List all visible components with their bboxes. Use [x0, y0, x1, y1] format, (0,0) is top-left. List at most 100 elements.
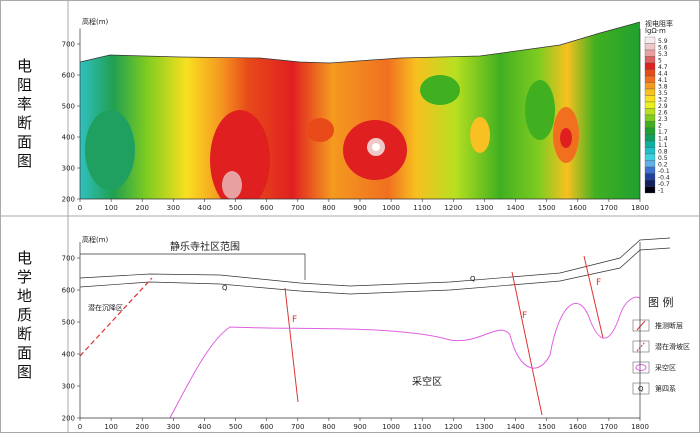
colorbar-label: 2.3 — [658, 116, 668, 123]
subsidence-line — [79, 277, 153, 357]
x-tick-label: 500 — [229, 204, 242, 212]
colorbar-swatch — [644, 160, 656, 168]
surface-line — [79, 247, 671, 295]
colorbar-swatch — [644, 43, 656, 51]
x-tick-label: 600 — [260, 423, 273, 431]
colorbar-swatch — [644, 127, 656, 135]
x-tick-label: 100 — [104, 423, 117, 431]
colorbar-label: 5.9 — [658, 38, 668, 45]
colorbar-swatch — [644, 147, 656, 155]
y-tick-label: 200 — [62, 196, 75, 204]
colorbar-label: 1.7 — [658, 129, 668, 136]
colorbar-swatch — [644, 108, 656, 116]
x-tick-label: 1600 — [569, 423, 587, 431]
x-tick-label: 400 — [198, 204, 211, 212]
colorbar-swatch — [644, 173, 656, 181]
colorbar-label: 3.5 — [658, 90, 668, 97]
y-tick-label: 300 — [62, 383, 75, 391]
x-tick-label: 1400 — [507, 204, 525, 212]
colorbar-label: 0.2 — [658, 161, 668, 168]
colorbar-title: 视电阻率 — [645, 19, 673, 28]
legend-label: 第四系 — [655, 384, 676, 393]
annotation: F — [292, 315, 297, 325]
colorbar-label: -1 — [658, 187, 664, 194]
colorbar-label: -0.4 — [658, 174, 670, 181]
resistivity-map — [80, 22, 640, 199]
colorbar-swatch — [644, 62, 656, 70]
colorbar-swatch — [644, 153, 656, 161]
colorbar-label: 4.4 — [658, 70, 668, 77]
legend-label: 推测断层 — [655, 321, 683, 330]
x-tick-label: 900 — [353, 204, 366, 212]
x-tick-label: 1600 — [569, 204, 587, 212]
annotation: 采空区 — [412, 375, 442, 388]
x-tick-label: 1300 — [476, 423, 494, 431]
x-tick-label: 1000 — [382, 423, 400, 431]
colorbar-swatch — [644, 69, 656, 77]
annotation: Q — [222, 284, 228, 292]
annotation: F — [522, 311, 527, 321]
x-tick-label: 1100 — [413, 204, 431, 212]
x-tick-label: 0 — [78, 423, 82, 431]
colorbar-label: 4.7 — [658, 64, 668, 71]
legend: Q — [632, 319, 650, 395]
x-tick-label: 1800 — [631, 204, 649, 212]
colorbar-label: 1.4 — [658, 135, 668, 142]
x-tick-label: 1400 — [507, 423, 525, 431]
colorbar-swatch — [644, 56, 656, 64]
annotation: Q — [470, 275, 476, 283]
colorbar-swatch — [644, 49, 656, 57]
colorbar-swatch — [644, 75, 656, 83]
colorbar-label: 3.2 — [658, 96, 668, 103]
colorbar-swatch — [644, 186, 656, 194]
colorbar-swatch — [644, 82, 656, 90]
y-tick-label: 600 — [62, 287, 75, 295]
axis-title: 高程(m) — [82, 17, 109, 26]
colorbar-label: 2.9 — [658, 103, 668, 110]
annotation: 静乐寺社区范围 — [170, 240, 240, 253]
annotation: F — [596, 278, 601, 288]
x-tick-label: 1300 — [476, 204, 494, 212]
x-tick-label: 1500 — [538, 423, 556, 431]
colorbar-label: -0.1 — [658, 168, 670, 175]
colorbar-label: 1.1 — [658, 142, 668, 149]
x-tick-label: 300 — [167, 204, 180, 212]
colorbar-swatch — [644, 36, 656, 44]
colorbar-label: 5.6 — [658, 44, 668, 51]
x-tick-label: 300 — [167, 423, 180, 431]
colorbar-label: 2 — [658, 122, 662, 129]
x-tick-label: 200 — [136, 423, 149, 431]
x-tick-label: 1000 — [382, 204, 400, 212]
legend-label: 采空区 — [655, 363, 676, 372]
axis-title: 高程(m) — [82, 235, 109, 244]
colorbar-swatch — [644, 134, 656, 142]
y-tick-label: 500 — [62, 103, 75, 111]
legend-label: 潜在滑坡区 — [655, 342, 690, 351]
x-tick-label: 800 — [322, 423, 335, 431]
colorbar-swatch — [644, 140, 656, 148]
x-tick-label: 1200 — [444, 204, 462, 212]
x-tick-label: 400 — [198, 423, 211, 431]
y-tick-label: 300 — [62, 165, 75, 173]
x-tick-label: 700 — [291, 423, 304, 431]
y-tick-label: 400 — [62, 134, 75, 142]
y-tick-label: 700 — [62, 41, 75, 49]
surface-line — [79, 237, 671, 287]
x-tick-label: 1100 — [413, 423, 431, 431]
colorbar-label: 5.3 — [658, 51, 668, 58]
x-tick-label: 900 — [353, 423, 366, 431]
colorbar-swatch — [644, 101, 656, 109]
x-tick-label: 1700 — [600, 423, 618, 431]
x-tick-label: 0 — [78, 204, 82, 212]
y-tick-label: 500 — [62, 319, 75, 327]
legend-title: 图 例 — [648, 295, 674, 309]
x-tick-label: 1500 — [538, 204, 556, 212]
colorbar-label: 4.1 — [658, 77, 668, 84]
colorbar-swatch — [644, 121, 656, 129]
annotation: 潜在沉降区 — [88, 303, 123, 312]
x-tick-label: 600 — [260, 204, 273, 212]
colorbar-label: 0.8 — [658, 148, 668, 155]
y-tick-label: 600 — [62, 72, 75, 80]
